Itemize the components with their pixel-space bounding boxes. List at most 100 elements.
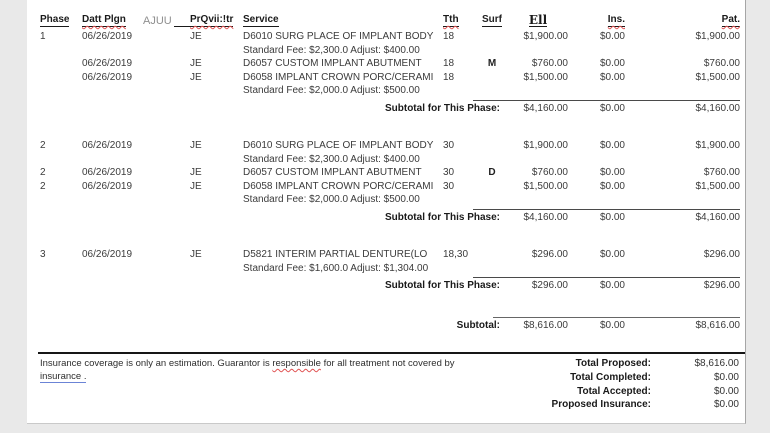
service-cell: D6058 IMPLANT CROWN PORC/CERAMI <box>243 180 434 192</box>
pat-cell: $760.00 <box>703 167 740 178</box>
fee-cell: $760.00 <box>531 58 568 69</box>
date-cell <box>82 84 143 98</box>
treatment-plan-page: Phase Datt Plgn AJUU PrQvii:!tr Service … <box>27 0 746 424</box>
phase-cell: 2 <box>40 167 46 178</box>
prov-cell: JE <box>190 58 202 69</box>
service-cell: Standard Fee: $2,000.0 Adjust: $500.00 <box>243 194 420 205</box>
pat-cell: $296.00 <box>703 249 740 260</box>
standard-fee-row: Standard Fee: $2,300.0 Adjust: $400.00 <box>40 44 739 58</box>
tth-cell <box>437 84 476 98</box>
service-cell: Standard Fee: $2,000.0 Adjust: $500.00 <box>243 85 420 96</box>
total-accepted-label: Total Accepted: <box>577 385 651 397</box>
col-header-service-label: Service <box>243 14 279 27</box>
total-completed-value: $0.00 <box>713 371 739 383</box>
col-header-insurance: Ins. <box>568 14 625 27</box>
disclaimer-text-start: Insurance coverage is only an estimation… <box>40 358 273 369</box>
date-cell: 06/26/2019 <box>82 167 133 178</box>
fee-cell <box>508 84 568 98</box>
date-cell <box>82 44 143 58</box>
fee-cell <box>508 153 568 167</box>
col-header-phase-label: Phase <box>40 14 70 27</box>
phase-cell: 2 <box>40 140 46 151</box>
phase-subtotal-rule <box>473 208 740 210</box>
service-cell: D6057 CUSTOM IMPLANT ABUTMENT <box>243 58 422 69</box>
report-content: Phase Datt Plgn AJUU PrQvii:!tr Service … <box>27 0 745 412</box>
ins-cell: $0.00 <box>599 180 625 192</box>
total-completed-label: Total Completed: <box>570 371 651 383</box>
col-header-surface: Surf <box>476 14 508 27</box>
phase-subtotal-pat: $4,160.00 <box>695 211 741 223</box>
phase-subtotal-row: Subtotal for This Phase: $4,160.00 $0.00 $4… <box>40 102 741 116</box>
ins-cell: $0.00 <box>599 140 625 151</box>
col-header-patient: Pat. <box>625 14 740 27</box>
col-header-fee: Ell <box>508 14 568 27</box>
prov-cell <box>182 153 240 167</box>
prov-cell: JE <box>190 71 202 83</box>
phase-cell <box>40 153 82 167</box>
ins-cell: $0.00 <box>599 71 625 83</box>
phase-subtotal-label: Subtotal for This Phase: <box>384 102 500 114</box>
surf-cell <box>476 44 508 58</box>
grand-subtotal-insurance: $0.00 <box>599 319 625 331</box>
prov-cell: JE <box>190 31 202 42</box>
prov-cell: JE <box>190 167 202 178</box>
tth-cell: 18,30 <box>443 249 469 260</box>
col-header-date-label: Datt Plgn <box>82 14 126 27</box>
phase-subtotal-ins: $0.00 <box>599 211 625 223</box>
fee-cell: $1,500.00 <box>523 71 569 83</box>
service-row: 3 06/26/2019 JE D5821 INTERIM PARTIAL DENTU… <box>40 248 740 262</box>
service-cell: D6057 CUSTOM IMPLANT ABUTMENT <box>243 167 422 178</box>
service-row: 2 06/26/2019 JE D6058 IMPLANT CROWN PORC/CE… <box>40 180 740 194</box>
col-header-provider: PrQvii:!tr <box>174 14 240 27</box>
col-header-surface-label: Surf <box>482 14 502 27</box>
col-header-extra-label: AJUU <box>143 15 172 27</box>
date-cell: 06/26/2019 <box>82 71 133 83</box>
phase-subtotal-label: Subtotal for This Phase: <box>384 211 500 223</box>
surf-cell <box>476 193 508 207</box>
standard-fee-row: Standard Fee: $1,600.0 Adjust: $1,304.00 <box>40 262 739 276</box>
total-proposed-value: $8,616.00 <box>694 358 740 369</box>
service-cell: D6010 SURG PLACE OF IMPLANT BODY <box>243 140 434 151</box>
phase-section: 1 06/26/2019 JE D6010 SURG PLACE OF IMPLANT… <box>40 30 741 116</box>
phase-cell: 2 <box>40 180 46 192</box>
phase-subtotal-label: Subtotal for This Phase: <box>384 280 500 291</box>
table-header-row: Phase Datt Plgn AJUU PrQvii:!tr Service … <box>40 12 740 27</box>
pat-cell <box>625 262 740 276</box>
surf-cell <box>476 248 508 262</box>
ins-cell: $0.00 <box>599 167 625 178</box>
pat-cell <box>625 153 740 167</box>
service-cell: Standard Fee: $2,300.0 Adjust: $400.00 <box>243 153 420 165</box>
fee-cell: $296.00 <box>531 249 568 260</box>
tth-cell: 18 <box>443 71 455 83</box>
pat-cell <box>625 84 740 98</box>
phase-subtotal-fee: $296.00 <box>531 280 568 291</box>
pat-cell: $1,900.00 <box>695 140 741 151</box>
totals-summary: Total Proposed: $8,616.00 Total Complete… <box>498 357 739 412</box>
footer-divider <box>38 352 745 354</box>
extra-cell <box>143 84 182 98</box>
phase-section: 3 06/26/2019 JE D5821 INTERIM PARTIAL DENTU… <box>40 248 740 293</box>
proposed-insurance-value: $0.00 <box>713 399 739 411</box>
extra-cell <box>143 139 182 153</box>
service-cell: D6010 SURG PLACE OF IMPLANT BODY <box>243 31 434 42</box>
tth-cell: 30 <box>443 140 455 151</box>
tth-cell <box>437 153 476 167</box>
ins-cell: $0.00 <box>599 58 625 69</box>
service-row: 06/26/2019 JE D6057 CUSTOM IMPLANT ABUTMEN… <box>40 57 740 71</box>
insurance-link[interactable]: insurance . <box>40 371 87 383</box>
surf-cell <box>476 262 508 276</box>
total-accepted-row: Total Accepted: $0.00 <box>498 385 739 399</box>
surf-cell <box>476 30 508 44</box>
extra-cell <box>143 262 182 276</box>
extra-cell <box>143 248 182 262</box>
ins-cell <box>568 262 625 276</box>
date-cell <box>82 193 143 207</box>
service-cell: D6058 IMPLANT CROWN PORC/CERAMI <box>243 71 434 83</box>
ins-cell <box>568 44 625 58</box>
prov-cell: JE <box>190 140 202 151</box>
tth-cell: 30 <box>443 180 455 192</box>
fee-cell: $760.00 <box>531 167 568 178</box>
standard-fee-row: Standard Fee: $2,000.0 Adjust: $500.00 <box>40 193 739 207</box>
tth-cell: 18 <box>443 31 455 42</box>
phase-subtotal-pat: $4,160.00 <box>695 102 741 114</box>
